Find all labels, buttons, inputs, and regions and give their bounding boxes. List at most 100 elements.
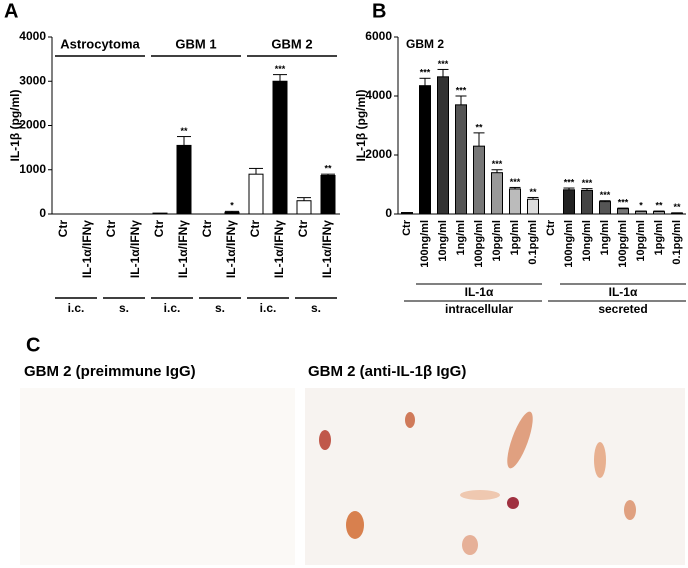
y-tick-label: 2000 [365, 147, 392, 161]
y-tick-label: 2000 [19, 118, 46, 132]
x-tick-label: IL-1α/IFNγ [320, 220, 334, 278]
x-tick-label: 0.1pg/ml [671, 220, 683, 265]
significance: *** [564, 177, 575, 187]
significance: * [230, 201, 234, 211]
significance: *** [275, 64, 286, 74]
x-tick-label: 1ng/ml [599, 220, 611, 255]
y-tick-label: 4000 [19, 29, 46, 43]
x-tick-label: 10pg/ml [635, 220, 647, 262]
panel-label: A [4, 0, 18, 22]
panel-label: C [26, 334, 40, 356]
subgroup-label: s. [215, 301, 225, 315]
bar [455, 104, 467, 215]
significance: ** [324, 164, 332, 174]
subgroup-label: i.c. [164, 301, 181, 315]
image-caption: GBM 2 (preimmune IgG) [24, 363, 196, 380]
bar [401, 212, 413, 215]
bar [224, 211, 240, 215]
group-label: IL-1α [609, 285, 638, 299]
subgroup-label: s. [119, 301, 129, 315]
x-tick-label: IL-1α/IFNγ [272, 220, 286, 278]
bar [563, 189, 575, 215]
x-tick-label: 10ng/ml [437, 220, 449, 262]
x-tick-label: Ctr [248, 220, 262, 238]
significance: ** [655, 200, 663, 210]
image-caption: GBM 2 (anti-IL-1β IgG) [308, 363, 466, 380]
bar [296, 200, 312, 215]
significance: ** [529, 187, 537, 197]
x-tick-label: 10pg/ml [491, 220, 503, 262]
x-tick-label: 100ng/ml [419, 220, 431, 268]
x-tick-label: IL-1α/IFNγ [224, 220, 238, 278]
x-tick-label: 1pg/ml [509, 220, 521, 255]
significance: *** [456, 85, 467, 95]
x-tick-label: 10ng/ml [581, 220, 593, 262]
bar [635, 210, 647, 215]
micrograph [20, 388, 295, 565]
y-tick-label: 6000 [365, 29, 392, 43]
bar [152, 212, 168, 215]
x-tick-label: 1pg/ml [653, 220, 665, 255]
bar [248, 173, 264, 215]
significance: ** [673, 202, 681, 212]
significance: ** [475, 122, 483, 132]
bar [176, 144, 192, 215]
x-tick-label: IL-1α/IFNγ [80, 220, 94, 278]
x-tick-label: 0.1pg/ml [527, 220, 539, 265]
bar [617, 208, 629, 215]
x-tick-label: Ctr [200, 220, 214, 238]
chart-title: GBM 2 [406, 37, 444, 51]
significance: ** [180, 126, 188, 136]
group-label: Astrocytoma [60, 36, 140, 51]
subgroup-label: i.c. [68, 301, 85, 315]
group-label: IL-1α [465, 285, 494, 299]
significance: * [639, 200, 643, 210]
y-tick-label: 4000 [365, 88, 392, 102]
bar [581, 189, 593, 215]
y-tick-label: 0 [39, 206, 46, 220]
bar [437, 76, 449, 215]
bar [527, 198, 539, 215]
bar [491, 172, 503, 215]
subgroup-label: s. [311, 301, 321, 315]
y-axis-label: IL-1β (pg/ml) [354, 90, 368, 162]
y-tick-label: 3000 [19, 73, 46, 87]
y-axis-label: IL-1β (pg/ml) [8, 90, 22, 162]
significance: *** [618, 197, 629, 207]
bar [653, 211, 665, 215]
y-tick-label: 1000 [19, 162, 46, 176]
x-tick-label: 100pg/ml [473, 220, 485, 268]
significance: *** [492, 159, 503, 169]
x-tick-label: 100ng/ml [563, 220, 575, 268]
bar [320, 175, 336, 215]
x-tick-label: IL-1α/IFNγ [128, 220, 142, 278]
x-tick-label: Ctr [56, 220, 70, 238]
panel-label: B [372, 0, 386, 22]
group-label: GBM 2 [271, 36, 312, 51]
group-sublabel: secreted [598, 302, 647, 316]
bar [272, 80, 288, 215]
x-tick-label: IL-1α/IFNγ [176, 220, 190, 278]
significance: *** [600, 190, 611, 200]
significance: *** [510, 177, 521, 187]
x-tick-label: Ctr [296, 220, 310, 238]
significance: *** [582, 178, 593, 188]
bar [419, 85, 431, 215]
y-tick-label: 0 [385, 206, 392, 220]
micrograph [305, 388, 685, 565]
significance: *** [420, 68, 431, 78]
significance: *** [438, 59, 449, 69]
bar [599, 201, 611, 215]
subgroup-label: i.c. [260, 301, 277, 315]
x-tick-label: Ctr [104, 220, 118, 238]
x-tick-label: Ctr [152, 220, 166, 238]
x-tick-label: 100pg/ml [617, 220, 629, 268]
x-tick-label: Ctr [545, 219, 557, 236]
x-tick-label: 1ng/ml [455, 220, 467, 255]
bar [473, 145, 485, 215]
x-tick-label: Ctr [401, 219, 413, 236]
group-label: GBM 1 [175, 36, 216, 51]
group-sublabel: intracellular [445, 302, 513, 316]
bar [509, 188, 521, 215]
